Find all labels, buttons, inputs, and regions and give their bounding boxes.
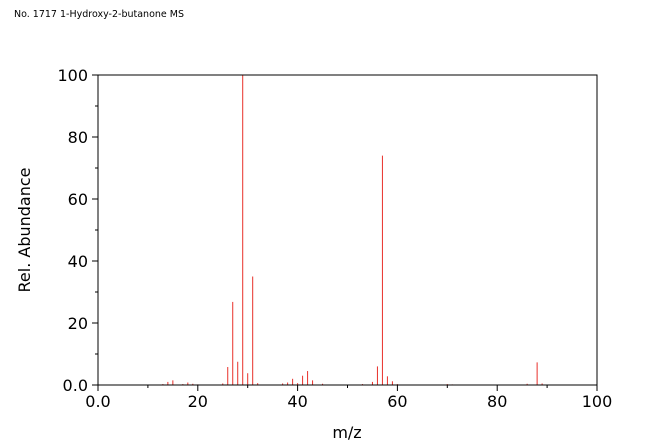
x-tick-label: 100 [582,392,613,411]
y-axis-title: Rel. Abundance [15,168,34,293]
y-tick-label: 80 [68,128,88,147]
y-tick-label: 0.0 [63,376,88,395]
peaks-layer [162,75,543,385]
y-tick-label: 100 [57,66,88,85]
x-tick-label: 0.0 [85,392,110,411]
chart-title: No. 1717 1-Hydroxy-2-butanone MS [14,9,184,20]
ticks-layer: 0.0 20 40 60 80 100 0.0 20 40 60 80 100 [57,66,612,411]
y-tick-label: 60 [68,190,88,209]
x-tick-label: 40 [287,392,307,411]
plot-frame [97,74,598,386]
x-tick-label: 80 [487,392,507,411]
x-tick-label: 20 [188,392,208,411]
x-tick-label: 60 [387,392,407,411]
x-axis-title: m/z [332,423,361,442]
y-tick-label: 40 [68,252,88,271]
y-tick-label: 20 [68,314,88,333]
